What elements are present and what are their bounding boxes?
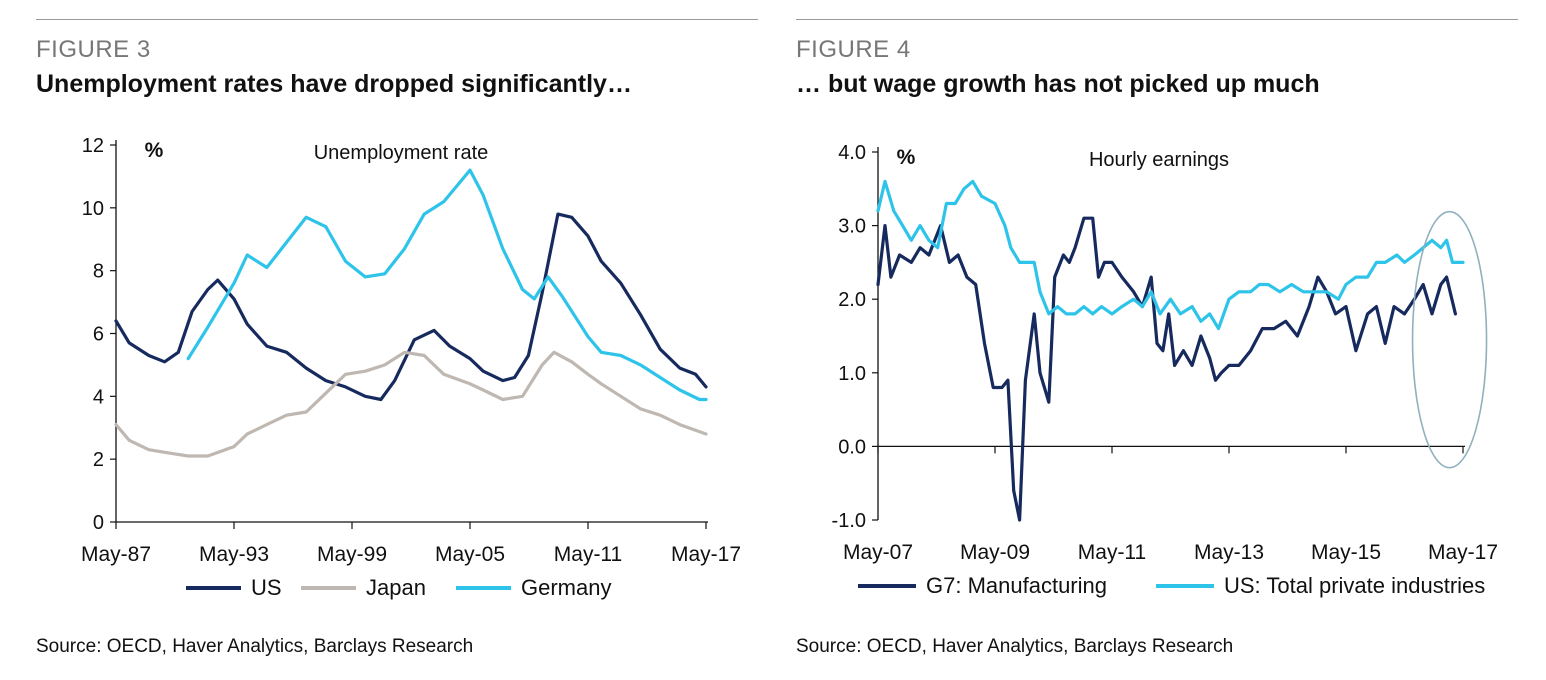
source-note: Source: OECD, Haver Analytics, Barclays … [796,636,1234,657]
unemployment-chart: 0 2 4 6 8 10 12 May-87 May-93 May-99 May-05 May-11 M… [81,135,741,600]
chart-title: Unemployment rate [314,142,489,164]
y-tick-label: 0.0 [838,436,866,458]
series-line-g7-manufacturing [876,216,1457,522]
y-tick-label: 0 [93,512,104,534]
legend-label: Japan [366,575,426,600]
top-divider [36,19,758,20]
x-tick-label: May-09 [960,541,1030,564]
figure-4-panel: FIGURE 4 … but wage growth has not picke… [796,0,1518,680]
chart-title: Hourly earnings [1089,149,1229,171]
figure-title: … but wage growth has not picked up much [796,70,1320,98]
x-tick-label: May-13 [1194,541,1264,564]
legend-label: G7: Manufacturing [926,573,1107,598]
series-line-japan [114,350,708,458]
y-tick-label: -1.0 [832,510,866,532]
series-line-us-total-private-industries [876,179,1465,331]
y-tick-label: 6 [93,324,104,346]
x-tick-label: May-99 [317,543,387,566]
figure-label: FIGURE 4 [796,36,911,63]
y-tick-label: 12 [82,135,104,157]
source-note: Source: OECD, Haver Analytics, Barclays … [36,636,474,657]
figure-title: Unemployment rates have dropped signific… [36,70,632,98]
x-tick-label: May-11 [1078,541,1146,564]
highlight-ellipse [1411,210,1488,469]
x-tick-label: May-05 [435,543,505,566]
y-tick-label: 2.0 [838,289,866,311]
figure-label: FIGURE 3 [36,36,151,63]
y-tick-label: 4 [93,386,104,408]
x-tick-label: May-11 [554,543,622,566]
y-tick-label: 4.0 [838,142,866,164]
x-tick-label: May-07 [843,541,913,564]
unit-label: % [897,146,916,169]
x-tick-label: May-93 [199,543,269,566]
y-tick-label: 1.0 [838,363,866,385]
y-tick-label: 10 [82,198,104,220]
y-tick-label: 2 [93,449,104,471]
figure-3-panel: FIGURE 3 Unemployment rates have dropped… [36,0,758,680]
legend-label: US: Total private industries [1224,573,1485,598]
x-tick-label: May-17 [671,543,741,566]
y-tick-label: 8 [93,261,104,283]
series-line-germany [186,168,708,402]
top-divider [796,19,1518,20]
legend-label: Germany [521,575,611,600]
legend-label: US [251,575,282,600]
series-line-us [114,212,708,402]
unit-label: % [145,139,164,162]
x-tick-label: May-87 [81,543,151,566]
x-tick-label: May-15 [1311,541,1381,564]
x-tick-label: May-17 [1428,541,1498,564]
y-tick-label: 3.0 [838,216,866,238]
hourly-earnings-chart: -1.0 0.0 1.0 2.0 3.0 4.0 May-07 May-09 May-11 May… [832,142,1498,598]
